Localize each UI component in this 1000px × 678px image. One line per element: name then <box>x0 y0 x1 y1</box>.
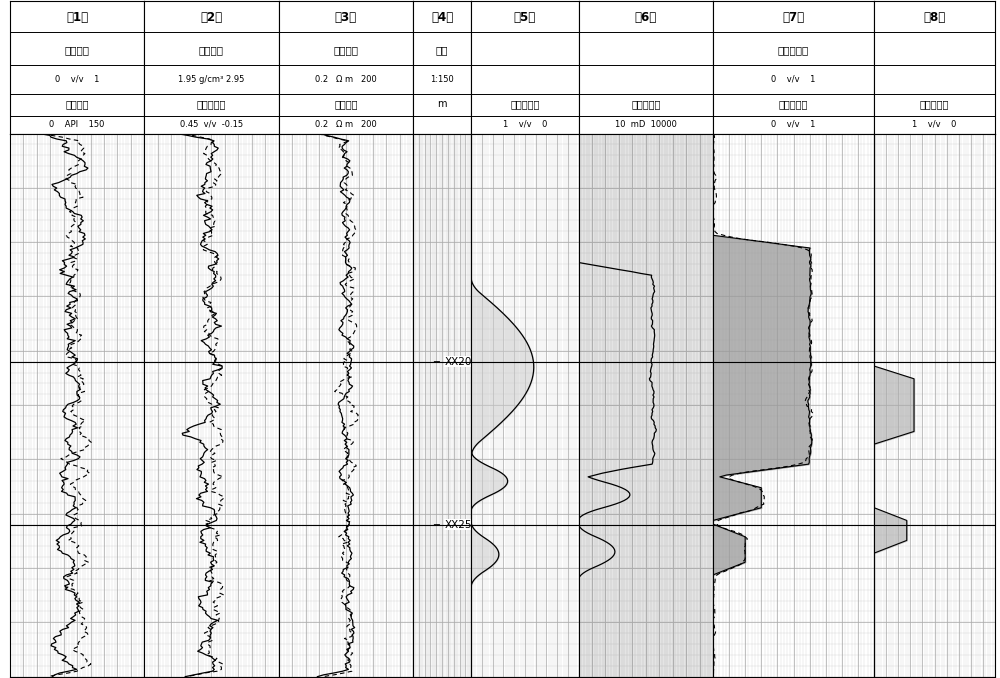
Text: 浅电阻率: 浅电阻率 <box>334 100 358 109</box>
Text: 深度: 深度 <box>436 45 448 56</box>
Text: 第8道: 第8道 <box>923 11 946 24</box>
Text: 体积密度: 体积密度 <box>199 45 224 56</box>
Text: 第7道: 第7道 <box>782 11 805 24</box>
Text: 0.45  v/v  -0.15: 0.45 v/v -0.15 <box>180 120 243 129</box>
Text: 饱和度差值: 饱和度差值 <box>920 100 949 109</box>
Text: 1    v/v    0: 1 v/v 0 <box>503 120 547 129</box>
Text: ─: ─ <box>433 357 439 367</box>
Text: 测井饱和度: 测井饱和度 <box>779 100 808 109</box>
Text: m: m <box>437 100 447 109</box>
Text: 10  mD  10000: 10 mD 10000 <box>615 120 677 129</box>
Text: 中子孔隙度: 中子孔隙度 <box>197 100 226 109</box>
Text: 0    v/v    1: 0 v/v 1 <box>55 75 99 84</box>
Text: 1    v/v    0: 1 v/v 0 <box>912 120 957 129</box>
Text: 有效渗透率: 有效渗透率 <box>631 100 660 109</box>
Text: 0    API    150: 0 API 150 <box>49 120 105 129</box>
Text: 第4道: 第4道 <box>431 11 453 24</box>
Text: 自然伽马: 自然伽马 <box>65 100 89 109</box>
Text: ─: ─ <box>433 519 439 530</box>
Text: 0    v/v    1: 0 v/v 1 <box>771 120 816 129</box>
Text: XX25: XX25 <box>445 519 472 530</box>
Text: 0.2   Ω m   200: 0.2 Ω m 200 <box>315 120 377 129</box>
Text: 有效孔隙度: 有效孔隙度 <box>510 100 540 109</box>
Text: 第5道: 第5道 <box>514 11 536 24</box>
Text: 第3道: 第3道 <box>335 11 357 24</box>
Text: 0    v/v    1: 0 v/v 1 <box>771 75 816 84</box>
Text: 0.2   Ω m   200: 0.2 Ω m 200 <box>315 75 377 84</box>
Text: 1.95 g/cm³ 2.95: 1.95 g/cm³ 2.95 <box>178 75 245 84</box>
Text: 第2道: 第2道 <box>200 11 223 24</box>
Text: XX20: XX20 <box>445 357 472 367</box>
Text: 第1道: 第1道 <box>66 11 88 24</box>
Text: 泥质含量: 泥质含量 <box>65 45 90 56</box>
Text: 1:150: 1:150 <box>430 75 454 84</box>
Text: 第6道: 第6道 <box>635 11 657 24</box>
Text: 原始饱和度: 原始饱和度 <box>778 45 809 56</box>
Text: 深电阻率: 深电阻率 <box>333 45 358 56</box>
